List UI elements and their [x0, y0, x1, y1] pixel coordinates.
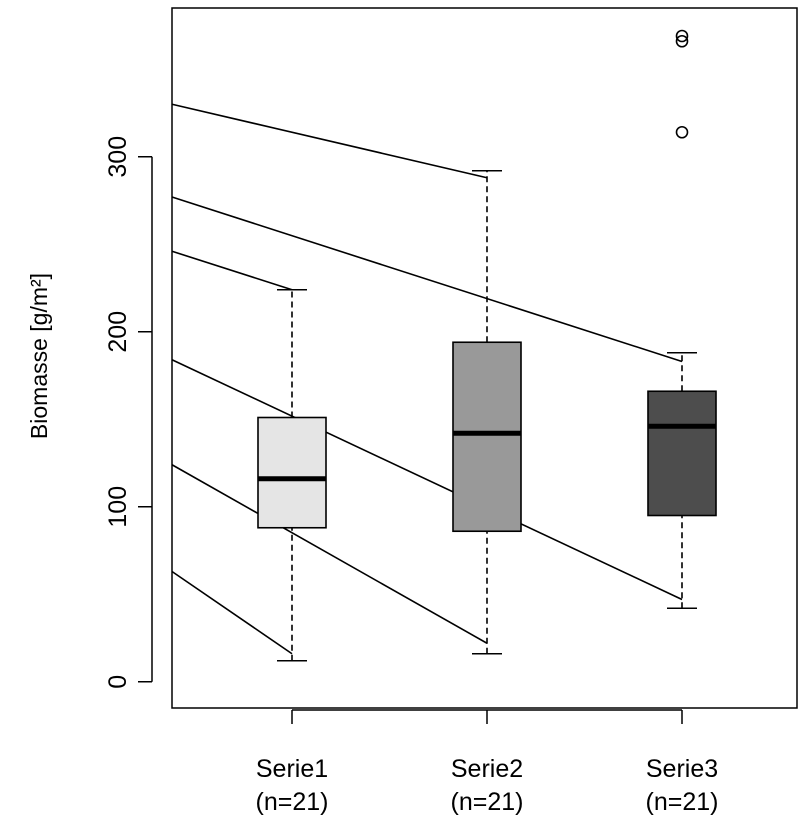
y-tick-label: 300 [104, 136, 132, 178]
y-axis: 0 100 200 300 [104, 136, 153, 689]
box-body [257, 416, 327, 529]
box-serie2 [452, 169, 522, 655]
x-tick-sublabel: (n=21) [451, 788, 524, 816]
reference-line [171, 103, 488, 179]
x-tick-sublabel: (n=21) [646, 788, 719, 816]
reference-line [171, 196, 683, 363]
outlier-point [675, 34, 689, 48]
y-axis-label: Biomasse [g/m²] [26, 273, 52, 439]
reference-line [171, 570, 293, 655]
outlier-point [675, 125, 689, 139]
box-series [257, 29, 717, 662]
box-body [452, 341, 522, 533]
y-tick-label: 200 [104, 311, 132, 353]
reference-lines [171, 103, 683, 655]
outlier-point [675, 29, 689, 43]
reference-line [171, 464, 488, 644]
plot-region [171, 7, 798, 709]
box-serie3 [647, 29, 717, 610]
y-tick-label: 100 [104, 486, 132, 528]
reference-line [171, 250, 293, 291]
x-axis: Serie1 (n=21) Serie2 (n=21) Serie3 (n=21) [256, 709, 719, 816]
y-tick-label: 0 [104, 675, 132, 689]
x-tick-label: Serie1 [256, 755, 328, 783]
x-tick-sublabel: (n=21) [256, 788, 329, 816]
box-serie1 [257, 288, 327, 662]
x-tick-label: Serie3 [646, 755, 718, 783]
reference-line [171, 359, 683, 601]
x-tick-label: Serie2 [451, 755, 523, 783]
box-body [647, 390, 717, 517]
plot-frame [171, 7, 798, 709]
